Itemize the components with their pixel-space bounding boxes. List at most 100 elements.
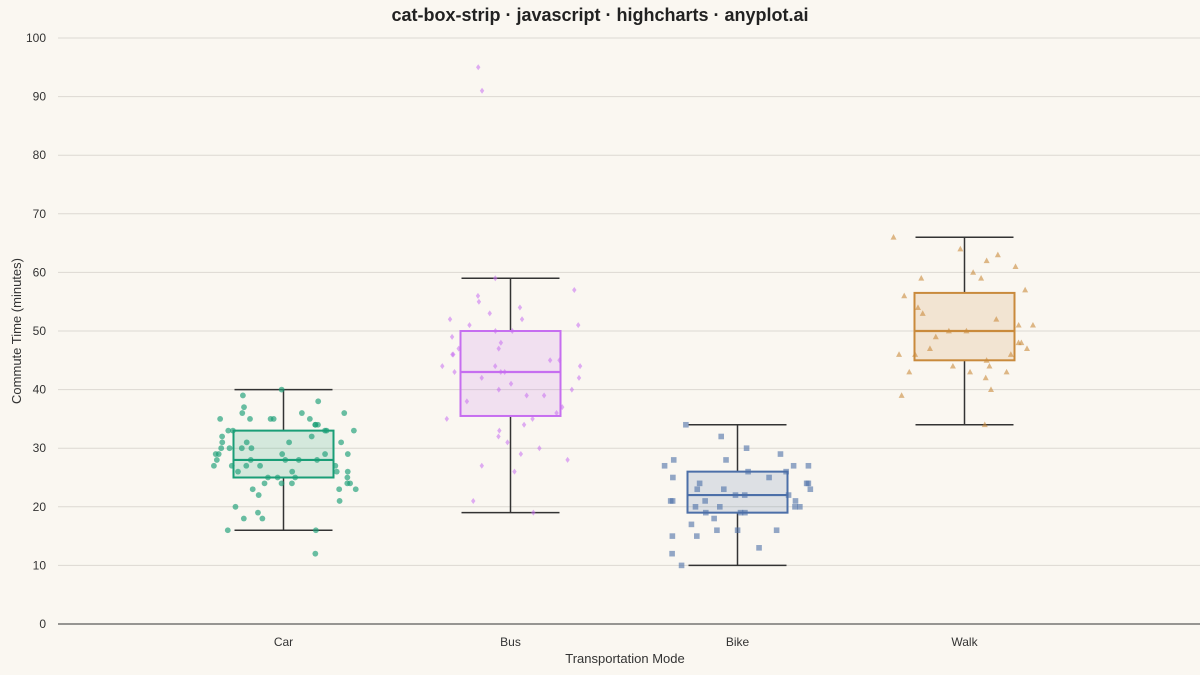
data-point	[270, 416, 277, 422]
data-point	[279, 451, 286, 457]
data-point	[278, 480, 285, 487]
data-point	[352, 486, 359, 493]
data-point	[298, 410, 305, 416]
data-point	[247, 457, 254, 463]
data-point	[669, 498, 676, 504]
data-point	[510, 328, 515, 334]
data-point	[257, 462, 263, 469]
data-point	[914, 304, 921, 310]
data-point	[475, 292, 481, 299]
data-point	[286, 439, 292, 446]
data-point	[259, 515, 266, 522]
data-point	[993, 316, 1000, 322]
data-point	[248, 445, 255, 452]
data-point	[467, 322, 472, 329]
y-tick-label: 0	[39, 617, 46, 631]
data-point	[741, 492, 748, 498]
data-point	[797, 504, 803, 510]
data-point	[783, 468, 789, 475]
data-point	[496, 345, 501, 352]
data-point	[521, 421, 527, 428]
data-point	[344, 474, 351, 481]
box-bus	[459, 277, 562, 514]
data-point	[212, 451, 219, 457]
data-point	[932, 333, 939, 340]
data-point	[572, 286, 577, 293]
data-point	[505, 439, 510, 446]
data-point	[452, 369, 457, 376]
data-point	[211, 462, 217, 469]
data-point	[766, 474, 772, 481]
data-point	[265, 474, 271, 481]
data-point	[688, 521, 695, 528]
data-point	[447, 316, 453, 323]
data-point	[790, 462, 797, 469]
data-point	[243, 462, 250, 469]
x-axis-title: Transportation Mode	[565, 651, 684, 666]
data-point	[218, 445, 225, 452]
box-iqr	[686, 470, 789, 514]
data-point	[970, 269, 977, 275]
data-point	[243, 439, 250, 446]
data-point	[217, 416, 224, 422]
data-point	[350, 427, 357, 434]
data-point	[702, 509, 709, 516]
data-point	[306, 416, 313, 422]
data-point	[219, 433, 226, 440]
data-point	[717, 504, 723, 510]
data-point	[792, 504, 798, 510]
data-point	[493, 363, 498, 370]
data-point	[906, 368, 913, 375]
y-tick-label: 10	[33, 558, 47, 572]
data-point	[547, 357, 553, 364]
data-point	[994, 251, 1001, 258]
y-tick-label: 80	[33, 148, 47, 162]
data-point	[807, 486, 814, 493]
data-point	[312, 421, 319, 428]
x-axis-ticks: Car Bus Bike Walk	[274, 635, 979, 649]
data-point	[983, 257, 990, 264]
data-point	[926, 345, 933, 351]
data-point	[745, 468, 751, 475]
data-point	[226, 445, 233, 452]
data-point	[274, 474, 281, 481]
data-point	[945, 327, 952, 334]
data-point	[292, 474, 299, 481]
data-point	[240, 515, 247, 522]
data-point	[471, 497, 476, 504]
data-point	[912, 351, 919, 357]
data-point	[541, 392, 547, 399]
data-point	[289, 468, 296, 475]
data-point	[228, 462, 235, 469]
data-point	[239, 410, 246, 416]
y-axis-ticks: 0 10 20 30 40 50 60 70 80 90 100	[26, 31, 46, 631]
data-point	[496, 386, 502, 393]
data-point	[255, 492, 262, 498]
data-point	[332, 462, 339, 469]
data-point	[721, 486, 727, 493]
data-point	[493, 275, 498, 282]
data-point	[694, 533, 700, 539]
data-point	[333, 468, 340, 475]
data-point	[773, 527, 780, 534]
data-point	[225, 427, 232, 434]
data-point	[282, 457, 289, 463]
y-tick-label: 50	[33, 324, 47, 338]
data-point	[235, 468, 241, 475]
data-point	[230, 427, 236, 434]
data-point	[487, 310, 492, 317]
data-point	[278, 386, 285, 393]
data-point	[1007, 351, 1014, 357]
data-point	[661, 462, 668, 469]
data-point	[918, 275, 925, 281]
data-point	[261, 480, 268, 487]
y-tick-label: 70	[33, 207, 47, 221]
boxes	[232, 236, 1016, 567]
data-point	[518, 451, 524, 458]
data-point	[949, 362, 956, 369]
data-point	[336, 486, 343, 493]
data-point	[479, 462, 485, 469]
data-point	[1012, 263, 1019, 269]
data-point	[678, 562, 685, 569]
data-point	[983, 357, 990, 363]
